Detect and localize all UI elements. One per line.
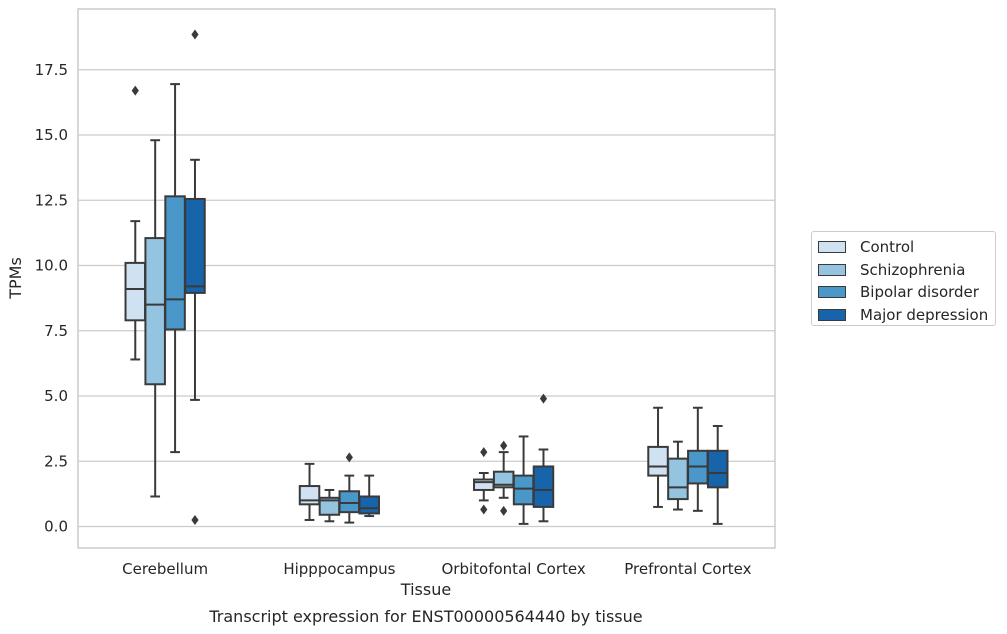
outlier-point [131, 85, 139, 96]
y-axis-title: TPMs [6, 257, 25, 300]
box-1-0 [298, 462, 321, 521]
legend-item-bipolar-disorder: Bipolar disorder [812, 281, 995, 304]
outlier-point [500, 505, 508, 516]
legend-swatch [818, 286, 846, 299]
legend-item-control: Control [812, 236, 995, 259]
outlier-point [539, 393, 548, 404]
iqr-box [338, 490, 361, 514]
box-1-3 [358, 474, 380, 518]
box-2-0 [473, 447, 495, 515]
box-0-0 [124, 85, 147, 361]
y-tick-label: 10.0 [35, 257, 68, 275]
iqr-box [164, 195, 186, 331]
outlier-point [191, 514, 199, 525]
outlier-point [345, 452, 353, 463]
x-axis-title: Tissue [400, 580, 451, 599]
y-tick-label: 15.0 [35, 126, 68, 144]
iqr-box [184, 197, 206, 294]
legend: Control Schizophrenia Bipolar disorder M… [811, 231, 996, 326]
box-3-3 [706, 425, 729, 525]
y-tick-label: 2.5 [44, 452, 68, 470]
box-0-2 [164, 83, 186, 454]
x-tick-label: Cerebellum [122, 560, 208, 578]
chart-caption: Transcript expression for ENST0000056444… [208, 607, 642, 626]
iqr-box [298, 485, 321, 506]
box-1-2 [338, 452, 361, 524]
legend-swatch [818, 241, 846, 254]
iqr-box [144, 237, 166, 386]
box-3-1 [667, 440, 689, 511]
y-tick-label: 0.0 [44, 518, 68, 536]
iqr-box [124, 261, 147, 322]
iqr-box [473, 478, 495, 491]
box-2-3 [532, 393, 555, 523]
outlier-point [191, 29, 199, 40]
iqr-box [358, 495, 380, 515]
x-tick-label: Orbitofontal Cortex [442, 560, 586, 578]
iqr-box [532, 465, 555, 508]
legend-item-schizophrenia: Schizophrenia [812, 259, 995, 282]
iqr-box [512, 474, 535, 506]
iqr-box [706, 449, 729, 489]
box-1-1 [318, 488, 341, 523]
legend-label: Bipolar disorder [860, 283, 979, 302]
x-tick-label: Hipppocampus [283, 560, 395, 578]
boxes [124, 29, 729, 525]
outlier-point [480, 447, 488, 458]
box-2-2 [512, 435, 535, 525]
legend-swatch [818, 263, 846, 276]
legend-label: Schizophrenia [860, 260, 966, 279]
y-tick-label: 7.5 [44, 322, 68, 340]
x-axis-ticks: Cerebellum Hipppocampus Orbitofontal Corte… [122, 560, 751, 578]
y-axis-ticks: 0.0 2.5 5.0 7.5 10.0 12.5 15.0 17.5 [35, 61, 68, 536]
legend-label: Major depression [860, 305, 989, 324]
iqr-box [647, 445, 669, 477]
iqr-box [667, 457, 689, 501]
plot-area-frame [77, 8, 776, 549]
box-0-1 [144, 139, 166, 498]
legend-swatch [818, 308, 846, 321]
y-tick-label: 17.5 [35, 61, 68, 79]
outlier-point [500, 440, 508, 451]
legend-item-major-depression: Major depression [812, 304, 995, 327]
y-tick-label: 5.0 [44, 387, 68, 405]
box-0-3 [184, 29, 206, 525]
box-2-1 [492, 440, 515, 516]
legend-label: Control [860, 238, 915, 257]
outlier-point [480, 504, 488, 515]
box-3-0 [647, 406, 669, 508]
x-tick-label: Prefrontal Cortex [624, 560, 751, 578]
box-3-2 [687, 406, 709, 512]
y-tick-label: 12.5 [35, 191, 68, 209]
